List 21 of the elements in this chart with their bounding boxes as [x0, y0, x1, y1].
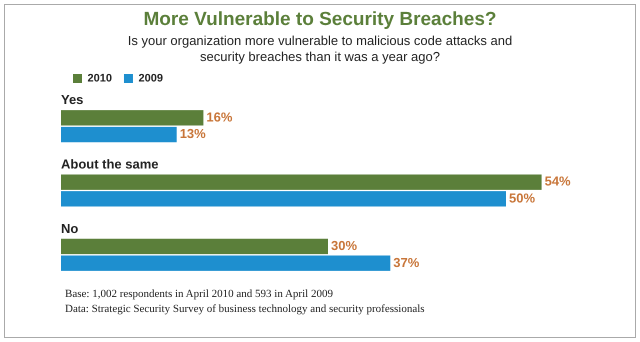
- y-tick-label: Yes: [61, 92, 84, 108]
- data-label: 30%: [331, 238, 358, 254]
- data-label: 13%: [180, 126, 206, 142]
- text: Data: Strategic Security Survey of business technology and security professionals: [65, 302, 425, 317]
- legend-label: 2010: [88, 72, 112, 85]
- chart-subtitle: Is your organization more vulnerable to malicious code attacks and security breaches than it was a year ago?: [126, 33, 514, 65]
- y-tick-label: About the same: [61, 156, 159, 172]
- data-label: 54%: [544, 174, 572, 189]
- chart-title: More Vulnerable to Security Breaches?: [142, 9, 498, 31]
- bar: [61, 238, 328, 254]
- legend-label: 2009: [138, 72, 163, 85]
- bar: [61, 256, 390, 271]
- data-label: 50%: [509, 190, 536, 206]
- text: Base: 1,002 respondents in April 2010 and 593 in April 2009: [65, 287, 334, 302]
- y-tick-label: No: [61, 220, 78, 236]
- bar: [61, 110, 204, 126]
- bar: [61, 191, 506, 207]
- data-label: 16%: [206, 109, 233, 124]
- data-label: 37%: [393, 254, 420, 270]
- bar: [61, 174, 542, 190]
- bar: [61, 126, 177, 142]
